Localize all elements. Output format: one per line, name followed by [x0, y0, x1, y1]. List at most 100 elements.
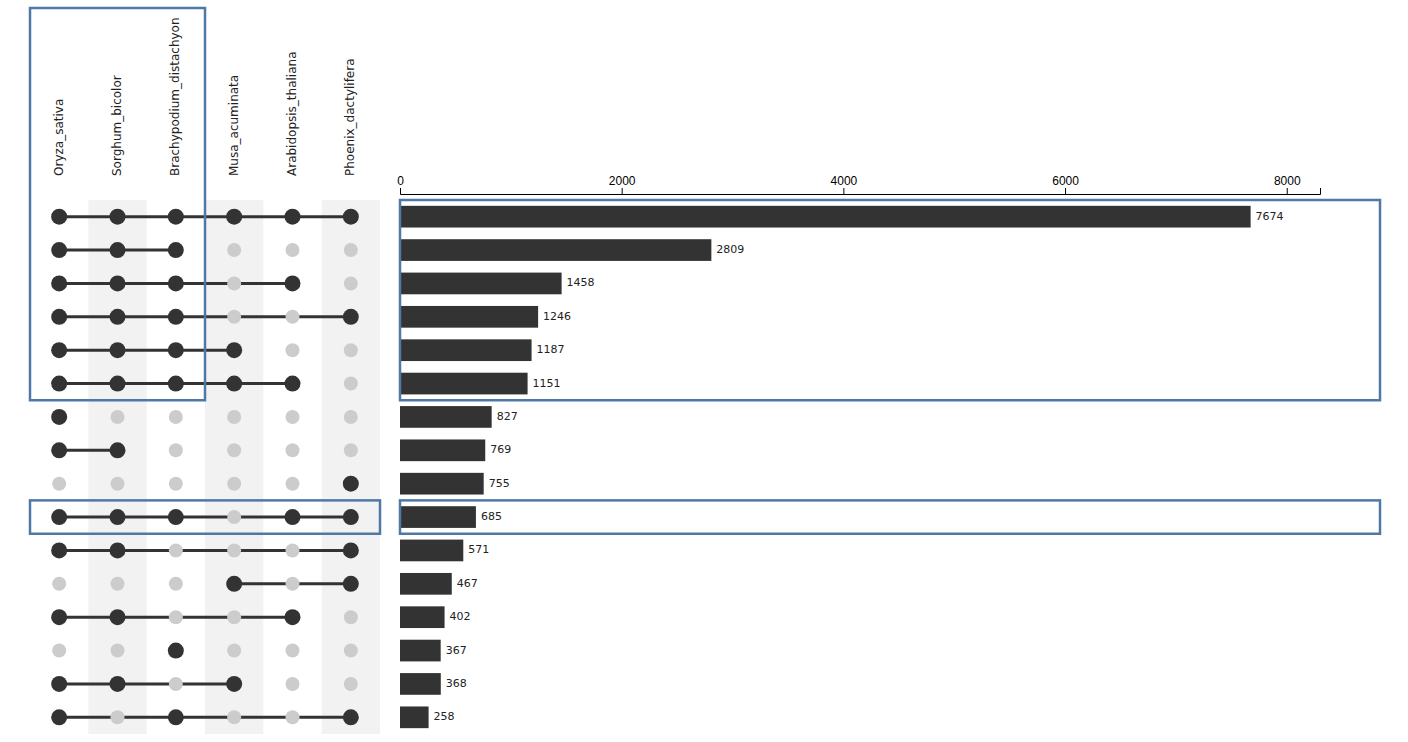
connector: [59, 549, 351, 552]
data-label: 368: [446, 677, 467, 690]
highlight-sets-bars: [400, 200, 1380, 400]
bar: [400, 373, 528, 395]
tick: 4000: [831, 174, 858, 194]
column-stripe: [205, 200, 263, 734]
dot-active: [343, 509, 359, 525]
dot-inactive: [344, 410, 358, 424]
dot-active: [343, 209, 359, 225]
set-label: Musa_acuminata: [227, 75, 241, 176]
set-label: Oryza_sativa: [52, 99, 66, 176]
highlights: [30, 8, 1380, 534]
dot-active: [110, 676, 126, 692]
dot-active: [51, 542, 67, 558]
dot-active: [285, 376, 301, 392]
dot-active: [168, 376, 184, 392]
tick-label: 2000: [609, 174, 636, 188]
dot-active: [110, 275, 126, 291]
set-label: Phoenix_dactylifera: [343, 58, 357, 176]
tick-label: 0: [397, 174, 404, 188]
tick-mark: [1065, 188, 1066, 194]
chart: Oryza_sativaSorghum_bicolorBrachypodium_…: [0, 0, 1408, 742]
dot-inactive: [286, 310, 300, 324]
bar: [400, 640, 441, 662]
set-label: Arabidopsis_thaliana: [285, 51, 299, 176]
dot-inactive: [52, 577, 66, 591]
dot-inactive: [286, 243, 300, 257]
dot-inactive: [227, 644, 241, 658]
bar: [400, 506, 476, 528]
bar: [400, 706, 429, 728]
dot-active: [343, 709, 359, 725]
dot-active: [168, 309, 184, 325]
dot-active: [51, 709, 67, 725]
data-label: 755: [489, 477, 510, 490]
data-label: 1187: [537, 343, 565, 356]
connector: [59, 716, 351, 719]
dot-inactive: [52, 477, 66, 491]
tick: 2000: [609, 174, 636, 194]
dot-inactive: [227, 543, 241, 557]
x-axis-domain: [401, 188, 1321, 195]
dot-active: [285, 509, 301, 525]
tick-label: 6000: [1052, 174, 1079, 188]
dot-inactive: [227, 443, 241, 457]
dot-inactive: [286, 443, 300, 457]
dot-inactive: [344, 610, 358, 624]
dot-active: [285, 209, 301, 225]
dot-active: [110, 509, 126, 525]
dot-active: [110, 309, 126, 325]
dot-active: [110, 342, 126, 358]
dot-active: [51, 409, 67, 425]
highlight-sets: [30, 8, 205, 400]
dot-active: [226, 676, 242, 692]
dot-active: [51, 676, 67, 692]
dot-active: [168, 275, 184, 291]
data-label: 467: [457, 577, 478, 590]
bar: [400, 306, 538, 328]
column-stripe: [322, 200, 380, 734]
dot-inactive: [227, 510, 241, 524]
bar: [400, 239, 711, 261]
data-label: 769: [490, 443, 511, 456]
data-label: 685: [481, 510, 502, 523]
tick-mark: [400, 188, 401, 194]
dot-active: [51, 342, 67, 358]
data-label: 258: [434, 710, 455, 723]
dot-active: [226, 209, 242, 225]
dot-inactive: [227, 710, 241, 724]
x-axis: 02000400060008000: [397, 174, 1320, 195]
dot-active: [226, 376, 242, 392]
dot-inactive: [111, 477, 125, 491]
dot-inactive: [227, 610, 241, 624]
dot-inactive: [169, 577, 183, 591]
dot-active: [226, 342, 242, 358]
tick-mark: [1287, 188, 1288, 194]
dot-inactive: [286, 543, 300, 557]
dot-active: [51, 609, 67, 625]
tick-label: 4000: [831, 174, 858, 188]
dot-active: [168, 209, 184, 225]
dot-inactive: [344, 276, 358, 290]
dot-active: [51, 242, 67, 258]
dot-inactive: [169, 443, 183, 457]
dot-active: [168, 509, 184, 525]
bar: [400, 573, 452, 595]
connector: [59, 349, 234, 352]
highlight-intersection-bar: [400, 500, 1380, 533]
tick-mark: [622, 188, 623, 194]
data-label: 1246: [543, 310, 571, 323]
bars: [400, 206, 1251, 728]
dot-inactive: [111, 710, 125, 724]
bar: [400, 606, 445, 628]
column-stripe: [88, 200, 146, 734]
dot-inactive: [344, 443, 358, 457]
dot-inactive: [286, 410, 300, 424]
dot-active: [343, 576, 359, 592]
highlight-intersection: [30, 500, 380, 533]
dot-active: [110, 376, 126, 392]
dot-active: [343, 542, 359, 558]
dot-active: [110, 442, 126, 458]
dot-active: [343, 476, 359, 492]
dot-active: [168, 242, 184, 258]
dot-active: [51, 275, 67, 291]
